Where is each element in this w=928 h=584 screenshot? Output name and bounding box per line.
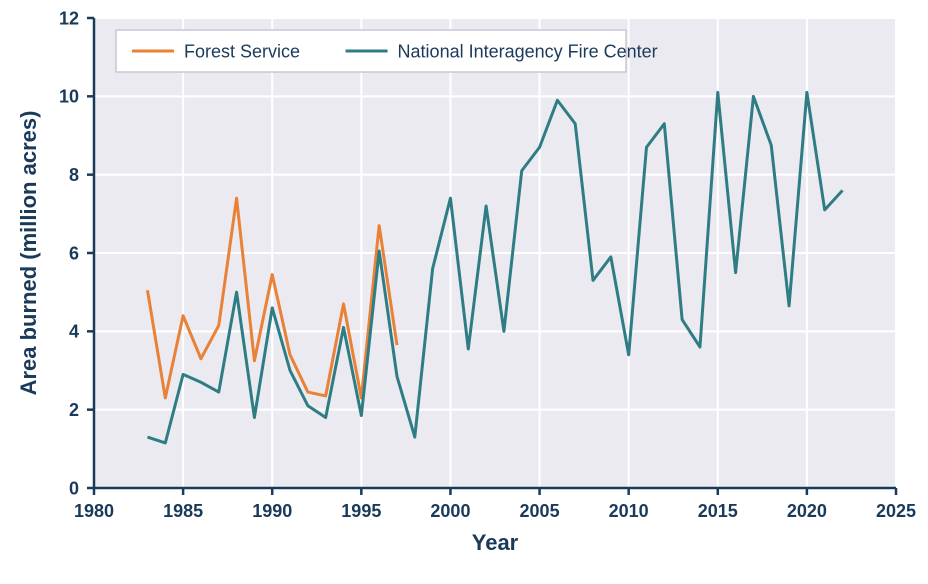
x-tick-label: 1990 — [252, 501, 292, 521]
x-tick-label: 2000 — [430, 501, 470, 521]
y-tick-label: 8 — [69, 165, 79, 185]
x-tick-label: 1980 — [74, 501, 114, 521]
y-tick-label: 6 — [69, 243, 79, 263]
legend-label-1: National Interagency Fire Center — [398, 41, 658, 61]
x-tick-label: 2015 — [698, 501, 738, 521]
legend: Forest Service National Interagency Fire … — [116, 30, 658, 72]
x-tick-label: 2025 — [876, 501, 916, 521]
x-tick-label: 2010 — [609, 501, 649, 521]
y-tick-label: 10 — [59, 87, 79, 107]
y-axis-label: Area burned (million acres) — [16, 111, 41, 396]
x-tick-label: 2005 — [520, 501, 560, 521]
y-tick-label: 12 — [59, 8, 79, 28]
wildfire-area-chart: 1980198519901995200020052010201520202025… — [0, 0, 928, 584]
x-axis-label: Year — [472, 530, 519, 555]
y-tick-label: 0 — [69, 478, 79, 498]
y-tick-label: 4 — [69, 322, 79, 342]
x-tick-label: 2020 — [787, 501, 827, 521]
y-tick-label: 2 — [69, 400, 79, 420]
x-tick-label: 1995 — [341, 501, 381, 521]
legend-label-0: Forest Service — [184, 41, 300, 61]
x-tick-label: 1985 — [163, 501, 203, 521]
